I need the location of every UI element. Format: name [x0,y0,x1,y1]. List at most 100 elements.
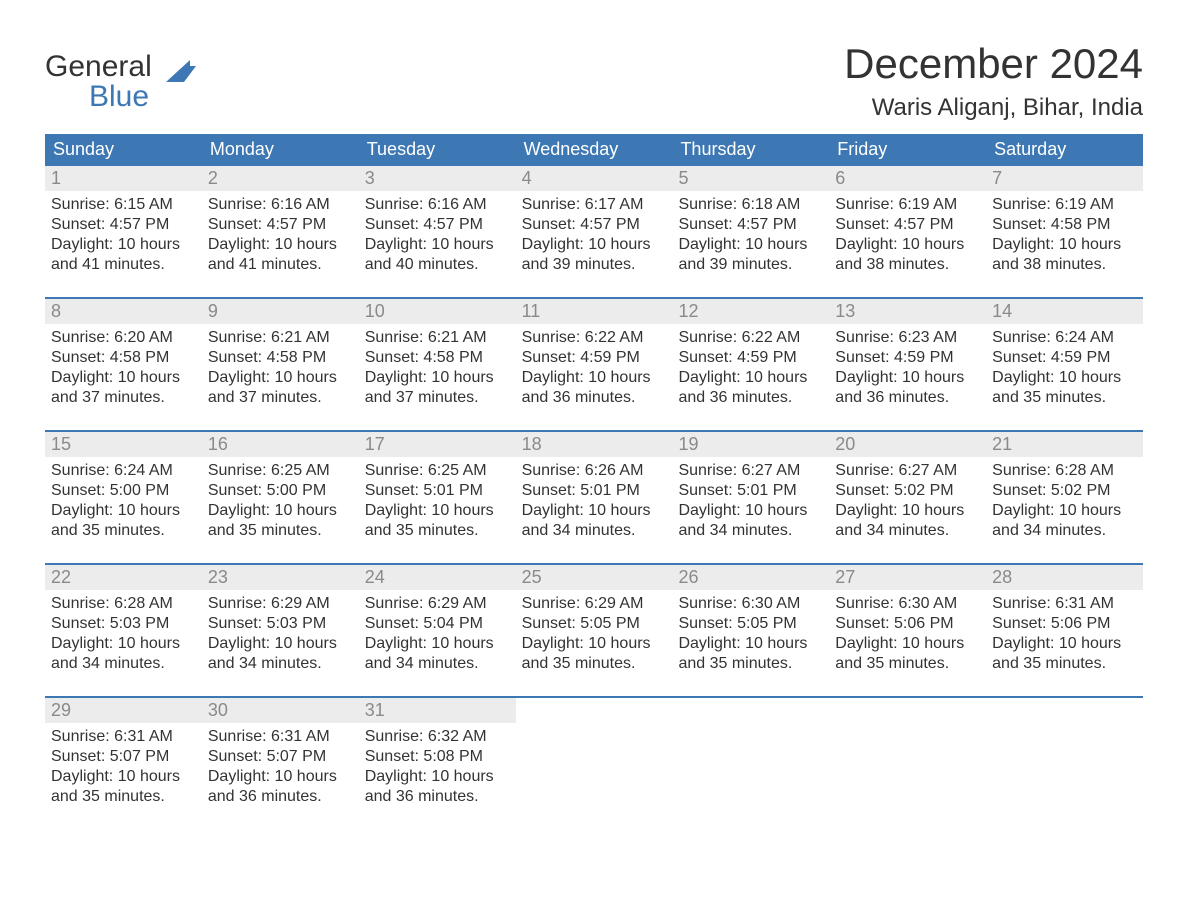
day-body: Sunrise: 6:16 AMSunset: 4:57 PMDaylight:… [359,191,516,279]
day-number: 7 [992,168,1002,188]
title-block: December 2024 Waris Aliganj, Bihar, Indi… [844,40,1143,122]
day-number-row: 23 [202,565,359,590]
day-body: Sunrise: 6:28 AMSunset: 5:02 PMDaylight:… [986,457,1143,545]
dow-saturday: Saturday [986,134,1143,166]
day-number-row: 8 [45,299,202,324]
daylight-text: Daylight: 10 hours and 38 minutes. [835,235,980,275]
daylight-text: Daylight: 10 hours and 35 minutes. [835,634,980,674]
sunrise-text: Sunrise: 6:24 AM [51,461,196,481]
calendar-day: 4Sunrise: 6:17 AMSunset: 4:57 PMDaylight… [516,166,673,279]
sunrise-text: Sunrise: 6:29 AM [208,594,353,614]
sunset-text: Sunset: 5:03 PM [208,614,353,634]
sunrise-text: Sunrise: 6:31 AM [992,594,1137,614]
day-number: 17 [365,434,385,454]
day-number: 6 [835,168,845,188]
day-body: Sunrise: 6:31 AMSunset: 5:07 PMDaylight:… [202,723,359,811]
sunset-text: Sunset: 4:58 PM [992,215,1137,235]
calendar-day: 27Sunrise: 6:30 AMSunset: 5:06 PMDayligh… [829,565,986,678]
sunrise-text: Sunrise: 6:26 AM [522,461,667,481]
daylight-text: Daylight: 10 hours and 35 minutes. [992,634,1137,674]
day-body: Sunrise: 6:31 AMSunset: 5:07 PMDaylight:… [45,723,202,811]
daylight-text: Daylight: 10 hours and 35 minutes. [992,368,1137,408]
calendar-day: 29Sunrise: 6:31 AMSunset: 5:07 PMDayligh… [45,698,202,811]
day-number-row: 9 [202,299,359,324]
day-number: 27 [835,567,855,587]
day-number: 9 [208,301,218,321]
day-number-row: 20 [829,432,986,457]
day-number-row: 12 [672,299,829,324]
day-number-row: 2 [202,166,359,191]
day-body: Sunrise: 6:15 AMSunset: 4:57 PMDaylight:… [45,191,202,279]
dow-thursday: Thursday [672,134,829,166]
sunset-text: Sunset: 5:02 PM [992,481,1137,501]
daylight-text: Daylight: 10 hours and 36 minutes. [365,767,510,807]
daylight-text: Daylight: 10 hours and 36 minutes. [678,368,823,408]
calendar-day: 18 Sunrise: 6:26 AMSunset: 5:01 PMDayligh… [516,432,673,545]
daylight-text: Daylight: 10 hours and 39 minutes. [678,235,823,275]
day-number-row: 30 [202,698,359,723]
calendar-day: 22Sunrise: 6:28 AMSunset: 5:03 PMDayligh… [45,565,202,678]
day-body: Sunrise: 6:21 AMSunset: 4:58 PMDaylight:… [202,324,359,412]
sunset-text: Sunset: 5:03 PM [51,614,196,634]
day-body: Sunrise: 6:31 AMSunset: 5:06 PMDaylight:… [986,590,1143,678]
day-number: 14 [992,301,1012,321]
day-body: Sunrise: 6:22 AMSunset: 4:59 PMDaylight:… [516,324,673,412]
sunset-text: Sunset: 4:58 PM [208,348,353,368]
sunset-text: Sunset: 4:59 PM [678,348,823,368]
dow-wednesday: Wednesday [516,134,673,166]
daylight-text: Daylight: 10 hours and 35 minutes. [208,501,353,541]
sunset-text: Sunset: 5:01 PM [522,481,667,501]
day-body: Sunrise: 6:17 AMSunset: 4:57 PMDaylight:… [516,191,673,279]
day-number: 18 [522,434,542,454]
brand-logo: General Blue [45,40,196,112]
day-number: 25 [522,567,542,587]
day-number: 31 [365,700,385,720]
sunset-text: Sunset: 4:57 PM [678,215,823,235]
calendar-day: 24Sunrise: 6:29 AMSunset: 5:04 PMDayligh… [359,565,516,678]
sunset-text: Sunset: 4:57 PM [835,215,980,235]
sunrise-text: Sunrise: 6:30 AM [835,594,980,614]
sunrise-text: Sunrise: 6:24 AM [992,328,1137,348]
sunset-text: Sunset: 5:07 PM [208,747,353,767]
calendar-day: 17Sunrise: 6:25 AMSunset: 5:01 PMDayligh… [359,432,516,545]
day-of-week-header: Sunday Monday Tuesday Wednesday Thursday… [45,134,1143,166]
daylight-text: Daylight: 10 hours and 34 minutes. [522,501,667,541]
sunset-text: Sunset: 4:57 PM [208,215,353,235]
sunset-text: Sunset: 4:57 PM [522,215,667,235]
sunrise-text: Sunrise: 6:31 AM [208,727,353,747]
day-number: 15 [51,434,71,454]
calendar-week: 8Sunrise: 6:20 AMSunset: 4:58 PMDaylight… [45,297,1143,412]
day-number: 30 [208,700,228,720]
sunrise-text: Sunrise: 6:25 AM [208,461,353,481]
calendar-day: 20 Sunrise: 6:27 AMSunset: 5:02 PMDayligh… [829,432,986,545]
sunset-text: Sunset: 5:00 PM [208,481,353,501]
sunrise-text: Sunrise: 6:25 AM [365,461,510,481]
day-number: 20 [835,434,855,454]
sunrise-text: Sunrise: 6:23 AM [835,328,980,348]
dow-friday: Friday [829,134,986,166]
daylight-text: Daylight: 10 hours and 35 minutes. [522,634,667,674]
day-body: Sunrise: 6:29 AMSunset: 5:03 PMDaylight:… [202,590,359,678]
sunset-text: Sunset: 4:58 PM [365,348,510,368]
calendar-day: 23Sunrise: 6:29 AMSunset: 5:03 PMDayligh… [202,565,359,678]
daylight-text: Daylight: 10 hours and 36 minutes. [208,767,353,807]
day-number: 8 [51,301,61,321]
sunset-text: Sunset: 4:59 PM [835,348,980,368]
day-body: Sunrise: 6:27 AMSunset: 5:02 PMDaylight:… [829,457,986,545]
calendar-day: 16Sunrise: 6:25 AMSunset: 5:00 PMDayligh… [202,432,359,545]
sunset-text: Sunset: 4:58 PM [51,348,196,368]
day-number: 24 [365,567,385,587]
daylight-text: Daylight: 10 hours and 35 minutes. [51,767,196,807]
daylight-text: Daylight: 10 hours and 34 minutes. [208,634,353,674]
day-number-row: 26 [672,565,829,590]
sunset-text: Sunset: 5:02 PM [835,481,980,501]
sunset-text: Sunset: 5:05 PM [678,614,823,634]
sunset-text: Sunset: 5:01 PM [678,481,823,501]
day-number-row: 27 [829,565,986,590]
day-number: 10 [365,301,385,321]
day-body: Sunrise: 6:23 AMSunset: 4:59 PMDaylight:… [829,324,986,412]
empty-day [829,698,986,811]
daylight-text: Daylight: 10 hours and 34 minutes. [365,634,510,674]
calendar-day: 7Sunrise: 6:19 AMSunset: 4:58 PMDaylight… [986,166,1143,279]
sunset-text: Sunset: 4:57 PM [365,215,510,235]
